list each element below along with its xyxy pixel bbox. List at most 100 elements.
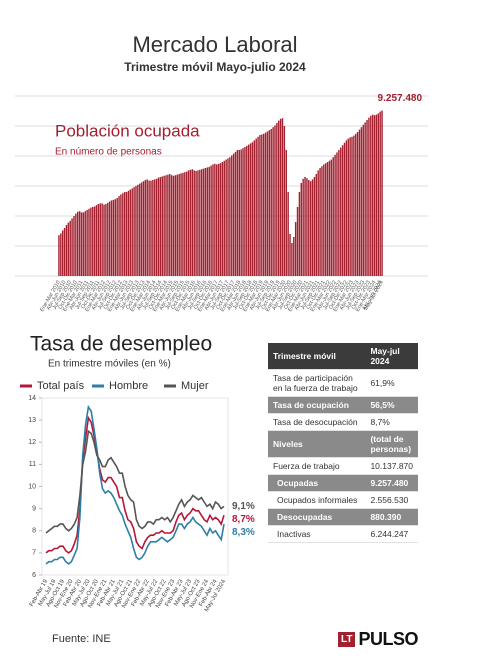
- bar: [324, 163, 327, 276]
- bar: [274, 125, 276, 277]
- bar: [154, 179, 156, 276]
- bar: [306, 178, 308, 276]
- bar: [272, 127, 274, 276]
- bar: [133, 187, 135, 276]
- bar: [309, 181, 312, 276]
- bar: [340, 147, 342, 276]
- bar: [167, 174, 169, 276]
- bar: [270, 129, 272, 276]
- bar: [71, 218, 73, 276]
- bar: [262, 133, 265, 276]
- bar: [204, 168, 207, 276]
- chart-title: Población ocupada: [55, 121, 200, 140]
- bar: [232, 153, 235, 276]
- series-line: [45, 404, 225, 565]
- bar: [107, 202, 109, 276]
- table-row: Ocupados informales 2.556.530: [268, 491, 418, 509]
- end-label: 8,3%: [232, 527, 255, 538]
- bar: [139, 183, 141, 276]
- bar: [101, 203, 103, 276]
- bar: [86, 210, 88, 276]
- bar: [296, 207, 299, 276]
- bar: [345, 140, 348, 276]
- bar: [362, 124, 364, 276]
- table-row: Inactivas 6.244.247: [268, 525, 418, 543]
- y-tick-label: 13: [28, 417, 36, 424]
- bar: [341, 145, 344, 276]
- bar: [112, 199, 115, 276]
- bar: [268, 130, 271, 276]
- cell: (total de personas): [365, 430, 418, 458]
- bar: [99, 203, 101, 276]
- bar: [90, 207, 92, 276]
- bar: [351, 136, 353, 276]
- bar: [240, 149, 242, 276]
- bar: [238, 150, 240, 276]
- cell: Fuerza de trabajo: [268, 457, 366, 475]
- bar: [300, 183, 302, 276]
- table-row: Ocupadas 9.257.480: [268, 474, 418, 492]
- cell: 9.257.480: [365, 474, 418, 492]
- bar: [95, 205, 98, 276]
- bar: [302, 178, 304, 276]
- bar: [223, 160, 225, 276]
- bar: [227, 158, 229, 276]
- bar: [159, 177, 162, 276]
- bar: [217, 163, 220, 276]
- bar: [373, 115, 376, 276]
- cell: 880.390: [365, 508, 418, 526]
- source: Fuente: INE: [52, 633, 111, 645]
- bar: [125, 192, 128, 276]
- bar: [187, 170, 190, 276]
- logo: LT PULSO: [338, 629, 418, 650]
- bar: [315, 174, 318, 276]
- bar: [135, 186, 137, 276]
- y-tick-label: 6: [32, 572, 36, 579]
- bar: [185, 171, 188, 276]
- bar: [347, 138, 349, 276]
- bar: [279, 118, 282, 276]
- bar: [195, 171, 197, 276]
- bar: [212, 164, 214, 276]
- bar: [360, 127, 363, 276]
- cell: Ocupadas: [268, 474, 366, 492]
- bar: [278, 120, 280, 276]
- bar: [197, 170, 199, 276]
- bar: [313, 177, 316, 276]
- cell: Tasa de desocupación: [268, 413, 366, 431]
- cell: 6.244.247: [365, 525, 418, 543]
- bar: [148, 180, 150, 276]
- bar: [65, 225, 68, 276]
- bar: [116, 198, 118, 276]
- bar: [319, 168, 321, 276]
- series-line: [45, 429, 225, 534]
- bar: [82, 212, 85, 276]
- bar: [97, 204, 100, 276]
- table-row: Fuerza de trabajo 10.137.870: [268, 457, 418, 475]
- bar: [334, 154, 336, 276]
- bar: [259, 135, 261, 276]
- bar: [253, 140, 256, 276]
- bar: [225, 159, 227, 276]
- chart-subtitle: En número de personas: [55, 147, 162, 158]
- bar: [242, 148, 244, 276]
- bar: [326, 162, 329, 276]
- bar: [214, 163, 216, 276]
- bar: [368, 117, 370, 276]
- legend-label: Hombre: [109, 380, 148, 392]
- series-line: [45, 415, 225, 554]
- bar: [58, 235, 60, 276]
- cell: Niveles: [268, 430, 366, 458]
- bar: [381, 110, 383, 276]
- bar: [206, 167, 209, 276]
- bar: [328, 160, 331, 276]
- y-tick-label: 9: [32, 505, 36, 512]
- bar: [364, 122, 366, 277]
- cell: Tasa de participación en la fuerza de tr…: [268, 369, 366, 397]
- bar: [152, 180, 154, 276]
- bar: [255, 138, 257, 276]
- bar: [379, 111, 381, 276]
- bar: [150, 180, 152, 276]
